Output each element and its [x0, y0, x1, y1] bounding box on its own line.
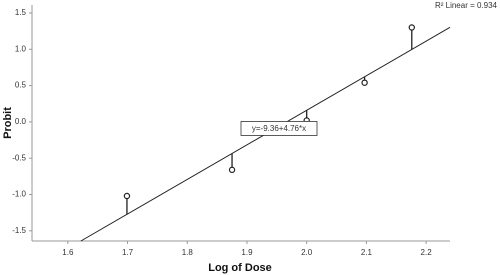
x-axis-title: Log of Dose: [208, 262, 272, 274]
equation-label: y=-9.36+4.76*x: [252, 124, 306, 133]
y-axis-title: Probit: [2, 107, 14, 139]
point: [228, 166, 236, 174]
x-tick-label: 1.9: [241, 248, 253, 257]
x-tick-label: 2.0: [301, 248, 313, 257]
y-tick-label: 0.0: [15, 117, 27, 126]
r2-label: R² Linear = 0.934: [435, 1, 498, 10]
x-tick-label: 2.1: [361, 248, 373, 257]
point: [361, 79, 368, 86]
y-tick-label: -1.5: [12, 226, 26, 235]
x-tick-label: 1.6: [62, 248, 74, 257]
y-tick-label: 1.5: [15, 8, 27, 17]
x-tick-label: 1.7: [122, 248, 134, 257]
equation-box: [240, 121, 318, 136]
x-tick-label: 1.8: [182, 248, 194, 257]
x-tick-label: 2.2: [421, 248, 433, 257]
point: [408, 24, 415, 31]
point: [123, 192, 131, 200]
y-tick-label: -1.0: [12, 190, 26, 199]
y-tick-label: -0.5: [12, 153, 26, 162]
y-tick-label: 1.0: [15, 44, 27, 53]
y-tick-label: 0.5: [15, 81, 27, 90]
